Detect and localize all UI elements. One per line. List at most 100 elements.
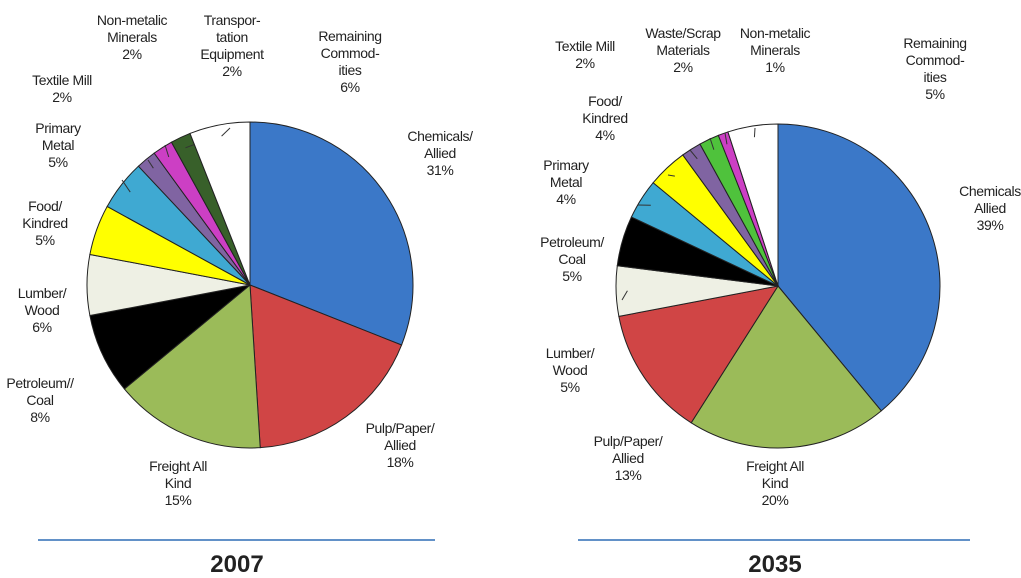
- label-box: Food/ Kindred 4%: [530, 93, 680, 144]
- value-label: 6%: [340, 79, 360, 95]
- leader-line: [221, 127, 231, 137]
- value-label: 4%: [556, 191, 576, 207]
- value-label: 2%: [575, 55, 595, 71]
- value-label: 2%: [122, 46, 142, 62]
- value-label: 13%: [614, 467, 642, 483]
- value-label: 2%: [52, 89, 72, 105]
- category-label: Freight All Kind: [149, 458, 207, 491]
- category-label: Chemicals Allied: [959, 183, 1021, 216]
- category-label: Petroleum/ Coal: [540, 234, 604, 267]
- category-label: Chemicals/ Allied: [407, 128, 473, 161]
- label-box: Chemicals/ Allied 31%: [365, 128, 515, 179]
- category-label: Primary Metal: [35, 120, 81, 153]
- label-box: Pulp/Paper/ Allied 18%: [325, 420, 475, 471]
- pie-slice: [189, 121, 251, 286]
- leader-line: [667, 174, 675, 177]
- leader-line: [121, 179, 131, 193]
- category-label: Textile Mill: [555, 38, 615, 54]
- value-label: 5%: [925, 86, 945, 102]
- category-label: Lumber/ Wood: [17, 285, 67, 318]
- value-label: 5%: [48, 154, 68, 170]
- label-box: Textile Mill 2%: [0, 72, 137, 106]
- pie-slice: [123, 283, 261, 449]
- label-box: Non-metalic Minerals 2%: [57, 12, 207, 63]
- value-label: 6%: [32, 319, 52, 335]
- label-box: Petroleum/ Coal 5%: [497, 234, 647, 285]
- category-label: Pulp/Paper/ Allied: [365, 420, 435, 453]
- category-label: Transpor- tation Equipment: [200, 12, 264, 62]
- chart-title: 2035: [748, 551, 801, 578]
- pie-slice: [690, 285, 882, 449]
- leader-line: [724, 132, 728, 145]
- category-label: Remaining Commod- ities: [903, 35, 967, 85]
- category-label: Remaining Commod- ities: [318, 28, 382, 78]
- label-box: Waste/Scrap Materials 2%: [608, 25, 758, 76]
- value-label: 5%: [35, 232, 55, 248]
- label-box: Lumber/ Wood 6%: [0, 285, 117, 336]
- label-box: Food/ Kindred 5%: [0, 198, 120, 249]
- value-label: 31%: [426, 162, 454, 178]
- value-label: 15%: [164, 492, 192, 508]
- label-box: Textile Mill 2%: [510, 38, 660, 72]
- pie-slice: [249, 121, 414, 346]
- value-label: 39%: [976, 217, 1004, 233]
- category-label: Petroleum// Coal: [6, 375, 74, 408]
- label-box: Petroleum// Coal 8%: [0, 375, 115, 426]
- category-label: Waste/Scrap Materials: [645, 25, 721, 58]
- value-label: 8%: [30, 409, 50, 425]
- leader-line: [164, 144, 170, 158]
- label-box: Chemicals Allied 39%: [915, 183, 1021, 234]
- value-label: 2%: [673, 59, 693, 75]
- category-label: Food/ Kindred: [22, 198, 68, 231]
- label-box: Non-metalic Minerals 1%: [700, 25, 850, 76]
- leader-line: [689, 149, 698, 160]
- label-box: Primary Metal 5%: [0, 120, 133, 171]
- label-box: Lumber/ Wood 5%: [495, 345, 645, 396]
- pie-slice: [777, 123, 941, 412]
- chart-title: 2007: [210, 551, 263, 578]
- label-box: Freight All Kind 20%: [700, 458, 850, 509]
- category-label: Textile Mill: [32, 72, 92, 88]
- value-label: 20%: [761, 492, 789, 508]
- label-box: Pulp/Paper/ Allied 13%: [553, 433, 703, 484]
- label-box: Primary Metal 4%: [491, 157, 641, 208]
- category-label: Primary Metal: [543, 157, 589, 190]
- pie-slice: [727, 123, 779, 287]
- category-label: Non-metalic Minerals: [96, 12, 168, 45]
- leader-line: [621, 290, 628, 301]
- value-label: 2%: [222, 63, 242, 79]
- pie-slice: [249, 284, 403, 449]
- pie-slice: [618, 285, 780, 424]
- category-label: Pulp/Paper/ Allied: [593, 433, 663, 466]
- label-box: Remaining Commod- ities 6%: [275, 28, 425, 96]
- leader-line: [147, 159, 154, 169]
- category-label: Freight All Kind: [746, 458, 804, 491]
- category-label: Lumber/ Wood: [545, 345, 595, 378]
- label-box: Remaining Commod- ities 5%: [860, 35, 1010, 103]
- value-label: 18%: [386, 454, 414, 470]
- leader-line: [709, 137, 715, 150]
- value-label: 5%: [562, 268, 582, 284]
